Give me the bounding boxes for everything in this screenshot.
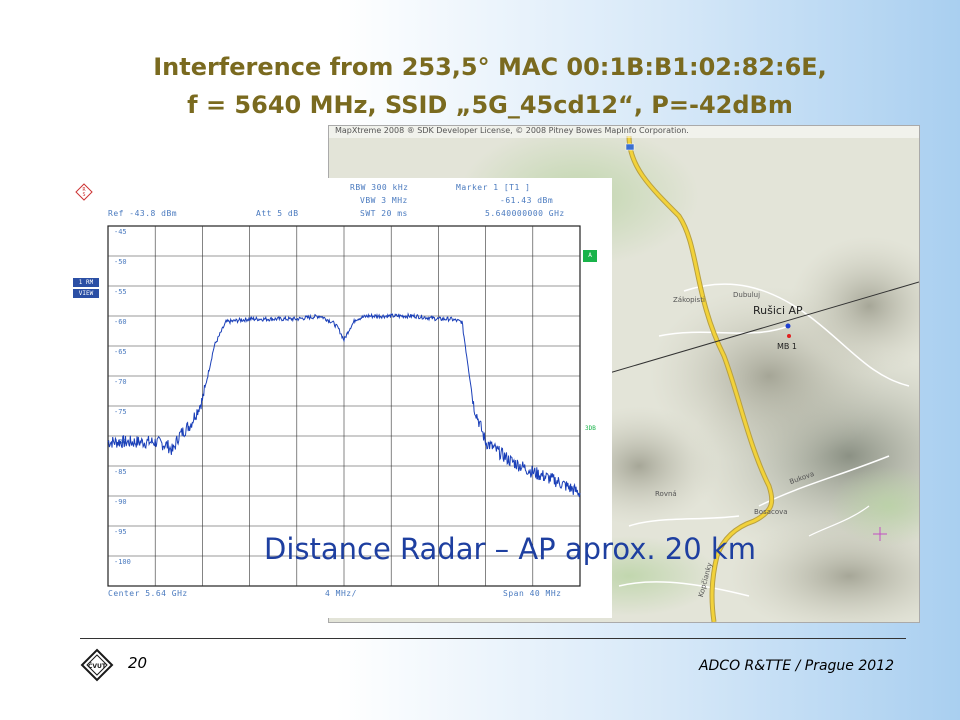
- footer-divider: [80, 638, 906, 639]
- span-readout: Span 40 MHz: [503, 589, 562, 598]
- cvut-logo-icon: ČVUT: [80, 648, 114, 682]
- trace-view-label: VIEW: [73, 289, 99, 298]
- plot-grid: [107, 225, 581, 587]
- trace-rm-label: 1 RM: [73, 278, 99, 287]
- place-label: Rovná: [655, 490, 677, 498]
- marker-frequency: 5.640000000 GHz: [485, 209, 565, 218]
- input-a-label: A: [583, 250, 597, 262]
- 3db-label: 3DB: [585, 425, 596, 432]
- ref-readout: Ref -43.8 dBm: [108, 209, 178, 218]
- slide-title: Interference from 253,5° MAC 00:1B:B1:02…: [40, 48, 940, 124]
- svg-text:S: S: [82, 192, 85, 198]
- y-tick-label: -95: [114, 528, 127, 536]
- title-line-2: f = 5640 MHz, SSID „5G_45cd12“, P=-42dBm: [187, 91, 793, 119]
- place-label: Zákopisti: [673, 296, 705, 304]
- marker-title: Marker 1 [T1 ]: [456, 183, 531, 192]
- spectrum-plot: -45-50-55-60-65-70-75-80-85-90-95-100: [107, 225, 581, 587]
- rs-logo-icon: R S: [75, 183, 93, 201]
- vbw-readout: VBW 3 MHz: [360, 196, 408, 205]
- rbw-readout: RBW 300 kHz: [350, 183, 409, 192]
- ap-label: Rušici AP: [753, 304, 803, 317]
- y-tick-label: -45: [114, 228, 127, 236]
- center-frequency: Center 5.64 GHz: [108, 589, 188, 598]
- y-tick-label: -50: [114, 258, 127, 266]
- div-readout: 4 MHz/: [325, 589, 357, 598]
- mb-label: MB 1: [777, 342, 798, 351]
- distance-caption: Distance Radar – AP aprox. 20 km: [264, 532, 756, 566]
- y-tick-label: -55: [114, 288, 127, 296]
- svg-text:R: R: [82, 187, 86, 193]
- y-tick-label: -60: [114, 318, 127, 326]
- spectrum-trace: [107, 312, 581, 498]
- footer-text: ADCO R&TTE / Prague 2012: [698, 658, 894, 674]
- y-tick-label: -90: [114, 498, 127, 506]
- y-tick-label: -70: [114, 378, 127, 386]
- map-copyright: MapXtreme 2008 ® SDK Developer License, …: [329, 126, 919, 138]
- place-label: Bosacova: [754, 508, 788, 516]
- y-tick-label: -85: [114, 468, 127, 476]
- marker-level: -61.43 dBm: [500, 196, 554, 205]
- spectrum-analyzer-panel: R S RBW 300 kHz VBW 3 MHz SWT 20 ms Ref …: [70, 178, 612, 618]
- page-number: 20: [128, 654, 148, 672]
- y-tick-label: -100: [114, 558, 131, 566]
- title-line-1: Interference from 253,5° MAC 00:1B:B1:02…: [153, 53, 827, 81]
- swt-readout: SWT 20 ms: [360, 209, 408, 218]
- svg-text:ČVUT: ČVUT: [88, 663, 107, 670]
- att-readout: Att 5 dB: [256, 209, 299, 218]
- y-tick-label: -65: [114, 348, 127, 356]
- place-label: Dubuluj: [733, 291, 761, 299]
- y-tick-labels: -45-50-55-60-65-70-75-80-85-90-95-100: [114, 228, 131, 566]
- y-tick-label: -75: [114, 408, 127, 416]
